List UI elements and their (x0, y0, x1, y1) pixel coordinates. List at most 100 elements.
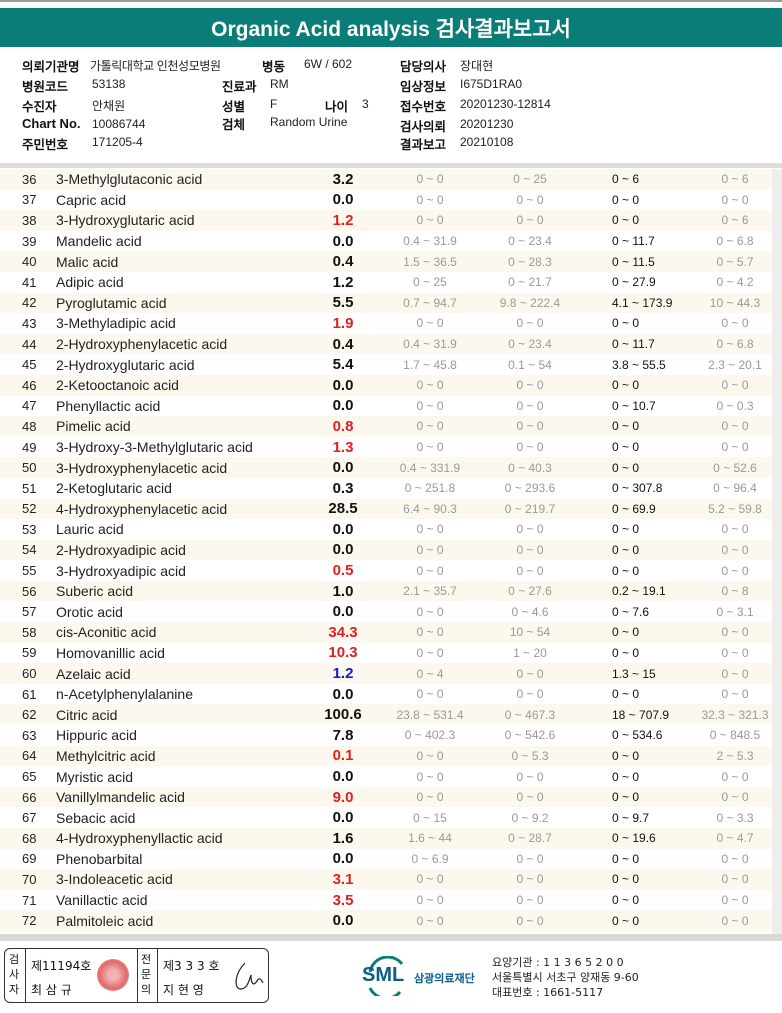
table-row: 67 Sebacic acid 0.0 0 ~ 15 0 ~ 9.2 0 ~ 9.7 0 ~… (0, 807, 772, 828)
table-row: 58 cis-Aconitic acid 34.3 0 ~ 0 10 ~ 54 0 ~ 0… (0, 622, 772, 643)
reference-range-2: 0 ~ 4.6 (511, 604, 549, 619)
result-value: 0.0 (332, 191, 354, 209)
report-date-label: 결과보고 (400, 137, 447, 152)
row-number: 60 (22, 666, 37, 682)
row-number: 43 (22, 315, 37, 331)
reference-range-2: 0 ~ 27.6 (508, 584, 552, 599)
result-value: 0.0 (332, 912, 354, 930)
results-table: 36 3-Methylglutaconic acid 3.2 0 ~ 0 0 ~ 25 0… (0, 169, 772, 931)
analyte-name: 3-Hydroxyphenylacetic acid (56, 459, 228, 476)
specimen-label: 검체 (222, 117, 246, 132)
table-row: 61 n-Acetylphenylalanine 0.0 0 ~ 0 0 ~ 0 0 ~ … (0, 684, 772, 705)
table-row: 50 3-Hydroxyphenylacetic acid 0.0 0.4 ~ 331… (0, 457, 772, 478)
reference-range-2: 0 ~ 0 (516, 687, 544, 702)
table-row: 48 Pimelic acid 0.8 0 ~ 0 0 ~ 0 0 ~ 0 0 ~ 0 (0, 416, 772, 437)
table-row: 65 Myristic acid 0.0 0 ~ 0 0 ~ 0 0 ~ 0 0 ~ 0 (0, 766, 772, 787)
age-label: 나이 (325, 99, 349, 114)
analyte-name: Phenobarbital (56, 850, 143, 867)
row-number: 36 (22, 171, 37, 187)
institution-code: 요양기관 : 1 1 3 6 5 2 0 0 (492, 956, 624, 969)
reference-range-2: 0 ~ 0 (516, 769, 544, 784)
reference-range-1: 0 ~ 0 (416, 563, 444, 578)
org-name: 삼광의료재단 (414, 972, 475, 985)
reference-range-3: 0 ~ 0 (612, 790, 640, 805)
reference-range-1: 0 ~ 0 (416, 769, 444, 784)
reference-range-3: 0 ~ 0 (612, 893, 640, 908)
result-value: 0.0 (332, 541, 354, 559)
reference-range-3: 0 ~ 0 (612, 872, 640, 887)
table-row: 41 Adipic acid 1.2 0 ~ 25 0 ~ 21.7 0 ~ 27.9 0 … (0, 272, 772, 293)
reference-range-2: 0 ~ 542.6 (504, 728, 556, 743)
table-row: 42 Pyroglutamic acid 5.5 0.7 ~ 94.7 9.8 ~ 22… (0, 292, 772, 314)
result-value: 34.3 (328, 623, 358, 641)
reference-range-2: 0 ~ 293.6 (504, 481, 556, 496)
reference-range-3: 0 ~ 0 (612, 769, 640, 784)
analyte-name: Homovanillic acid (56, 644, 165, 661)
row-number: 58 (22, 624, 37, 640)
row-number: 49 (22, 439, 37, 455)
analyte-name: Adipic acid (56, 274, 124, 291)
reference-range-2: 0 ~ 0 (516, 913, 544, 928)
reference-range-1: 0 ~ 0 (416, 378, 444, 393)
row-number: 57 (22, 604, 37, 620)
reference-range-2: 0 ~ 23.4 (508, 234, 552, 249)
result-value: 5.4 (332, 356, 354, 374)
dept-value: RM (270, 77, 289, 91)
reference-range-4: 0 ~ 6 (721, 172, 749, 187)
analyte-name: 2-Hydroxyadipic acid (56, 541, 186, 558)
reference-range-4: 0 ~ 0 (721, 913, 749, 928)
reference-range-2: 0 ~ 40.3 (508, 460, 552, 475)
doctor-value: 장대현 (460, 59, 494, 73)
row-number: 64 (22, 748, 37, 764)
chart-label: Chart No. (22, 116, 81, 131)
reference-range-3: 0 ~ 11.7 (612, 337, 655, 352)
row-number: 67 (22, 810, 37, 826)
reference-range-1: 0 ~ 0 (416, 604, 444, 619)
reference-range-2: 0 ~ 28.7 (508, 831, 552, 846)
institution-label: 의뢰기관명 (22, 59, 80, 74)
table-row: 53 Lauric acid 0.0 0 ~ 0 0 ~ 0 0 ~ 0 0 ~ 0 (0, 519, 772, 540)
analyte-name: Methylcitric acid (56, 747, 156, 764)
row-number: 39 (22, 233, 37, 249)
reference-range-4: 32.3 ~ 321.3 (701, 707, 769, 722)
analyte-name: Malic acid (56, 253, 119, 270)
reference-range-4: 0 ~ 0.3 (716, 398, 754, 413)
row-number: 59 (22, 645, 37, 661)
reference-range-2: 0 ~ 0 (516, 316, 544, 331)
reference-range-1: 1.5 ~ 36.5 (403, 254, 457, 269)
reference-range-3: 0 ~ 0 (612, 316, 640, 331)
reference-range-3: 18 ~ 707.9 (612, 707, 670, 722)
reference-range-2: 0 ~ 9.2 (511, 810, 549, 825)
reference-range-2: 0 ~ 0 (516, 666, 544, 681)
table-row: 59 Homovanillic acid 10.3 0 ~ 0 1 ~ 20 0 ~ 0 0… (0, 643, 772, 664)
row-number: 53 (22, 521, 37, 537)
address: 서울특별시 서초구 양재동 9-60 (492, 971, 639, 984)
result-value: 0.0 (332, 376, 354, 394)
table-row: 52 4-Hydroxyphenylacetic acid 28.5 6.4 ~ 90… (0, 498, 772, 520)
result-value: 1.3 (332, 438, 354, 456)
reference-range-4: 0 ~ 0 (721, 522, 749, 537)
reference-range-2: 0 ~ 0 (516, 440, 544, 455)
dept-label: 진료과 (222, 79, 257, 94)
reference-range-1: 0 ~ 0 (416, 192, 444, 207)
reference-range-1: 0 ~ 0 (416, 522, 444, 537)
hospital-code-value: 53138 (92, 77, 126, 91)
row-number: 66 (22, 789, 37, 805)
table-row: 37 Capric acid 0.0 0 ~ 0 0 ~ 0 0 ~ 0 0 ~ 0 (0, 190, 772, 211)
analyte-name: n-Acetylphenylalanine (56, 686, 193, 703)
reference-range-4: 0 ~ 0 (721, 316, 749, 331)
reference-range-3: 0 ~ 10.7 (612, 398, 656, 413)
reference-range-3: 0.2 ~ 19.1 (612, 584, 666, 599)
receipt-value: 20201230-12814 (460, 97, 551, 111)
table-row: 64 Methylcitric acid 0.1 0 ~ 0 0 ~ 5.3 0 ~ 0 2… (0, 745, 772, 767)
result-value: 7.8 (332, 726, 354, 744)
reference-range-1: 0.4 ~ 31.9 (403, 337, 457, 352)
reference-range-3: 0 ~ 0 (612, 213, 640, 228)
specialist-name: 지 현 영 (163, 983, 204, 997)
result-value: 1.2 (332, 665, 354, 683)
reference-range-2: 0 ~ 219.7 (504, 501, 556, 516)
sex-value: F (270, 97, 278, 111)
reference-range-4: 0 ~ 0 (721, 378, 749, 393)
reference-range-2: 0 ~ 0 (516, 192, 544, 207)
reference-range-2: 0.1 ~ 54 (508, 357, 552, 372)
